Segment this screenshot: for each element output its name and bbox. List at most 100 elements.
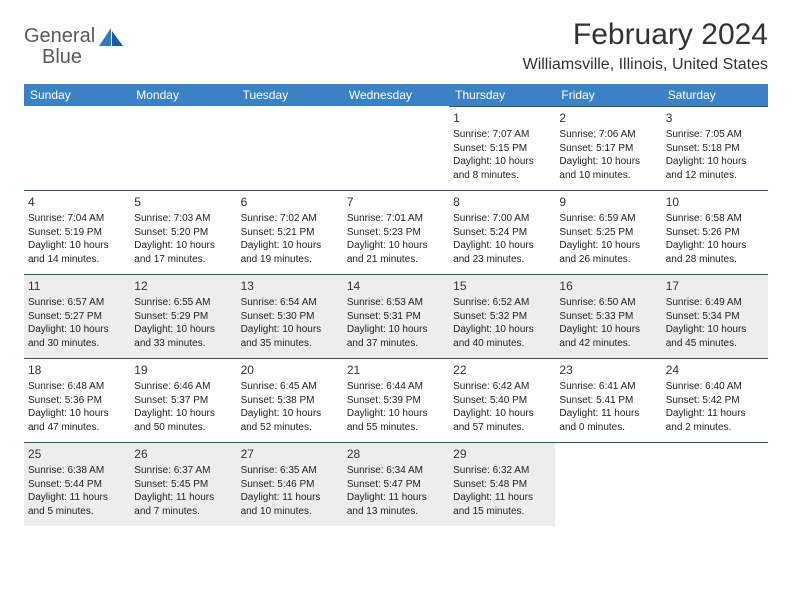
- sunset-line: Sunset: 5:34 PM: [666, 310, 764, 324]
- sunset-line: Sunset: 5:24 PM: [453, 226, 551, 240]
- daylight-line: Daylight: 10 hours and 12 minutes.: [666, 155, 764, 182]
- calendar-cell: [237, 106, 343, 190]
- day-header: Monday: [130, 84, 236, 106]
- day-number: 16: [559, 278, 657, 294]
- daylight-line: Daylight: 10 hours and 37 minutes.: [347, 323, 445, 350]
- sail-icon: [99, 28, 123, 46]
- daylight-line: Daylight: 10 hours and 40 minutes.: [453, 323, 551, 350]
- sunrise-line: Sunrise: 6:44 AM: [347, 380, 445, 394]
- logo-word1: General: [24, 25, 95, 47]
- daylight-line: Daylight: 10 hours and 33 minutes.: [134, 323, 232, 350]
- sunrise-line: Sunrise: 6:37 AM: [134, 464, 232, 478]
- daylight-line: Daylight: 10 hours and 17 minutes.: [134, 239, 232, 266]
- day-header: Tuesday: [237, 84, 343, 106]
- sunset-line: Sunset: 5:47 PM: [347, 478, 445, 492]
- day-number: 18: [28, 362, 126, 378]
- day-number: 19: [134, 362, 232, 378]
- day-number: 25: [28, 446, 126, 462]
- sunset-line: Sunset: 5:33 PM: [559, 310, 657, 324]
- day-number: 5: [134, 194, 232, 210]
- day-number: 27: [241, 446, 339, 462]
- sunset-line: Sunset: 5:40 PM: [453, 394, 551, 408]
- day-number: 15: [453, 278, 551, 294]
- day-number: 26: [134, 446, 232, 462]
- sunrise-line: Sunrise: 6:58 AM: [666, 212, 764, 226]
- sunset-line: Sunset: 5:30 PM: [241, 310, 339, 324]
- sunrise-line: Sunrise: 6:45 AM: [241, 380, 339, 394]
- sunrise-line: Sunrise: 6:57 AM: [28, 296, 126, 310]
- header: General Blue February 2024 Williamsville…: [24, 18, 768, 74]
- sunrise-line: Sunrise: 6:46 AM: [134, 380, 232, 394]
- sunset-line: Sunset: 5:45 PM: [134, 478, 232, 492]
- day-number: 11: [28, 278, 126, 294]
- calendar-cell: 15Sunrise: 6:52 AMSunset: 5:32 PMDayligh…: [449, 274, 555, 358]
- day-number: 29: [453, 446, 551, 462]
- calendar-cell: 14 Sunrise: 6:53 AMSunset: 5:31 PMDayligh…: [343, 274, 449, 358]
- day-header: Saturday: [662, 84, 768, 106]
- daylight-line: Daylight: 10 hours and 10 minutes.: [559, 155, 657, 182]
- sunrise-line: Sunrise: 7:04 AM: [28, 212, 126, 226]
- sunset-line: Sunset: 5:31 PM: [347, 310, 445, 324]
- calendar-cell: 22Sunrise: 6:42 AMSunset: 5:40 PMDayligh…: [449, 358, 555, 442]
- calendar-cell: 26Sunrise: 6:37 AMSunset: 5:45 PMDayligh…: [130, 442, 236, 526]
- sunset-line: Sunset: 5:21 PM: [241, 226, 339, 240]
- sunrise-line: Sunrise: 7:01 AM: [347, 212, 445, 226]
- daylight-line: Daylight: 11 hours and 15 minutes.: [453, 491, 551, 518]
- calendar-header-row: SundayMondayTuesdayWednesdayThursdayFrid…: [24, 84, 768, 106]
- sunset-line: Sunset: 5:36 PM: [28, 394, 126, 408]
- sunset-line: Sunset: 5:46 PM: [241, 478, 339, 492]
- logo-word2: Blue: [42, 46, 82, 68]
- daylight-line: Daylight: 10 hours and 14 minutes.: [28, 239, 126, 266]
- day-number: 6: [241, 194, 339, 210]
- sunrise-line: Sunrise: 7:07 AM: [453, 128, 551, 142]
- calendar-cell: 8Sunrise: 7:00 AMSunset: 5:24 PMDaylight…: [449, 190, 555, 274]
- daylight-line: Daylight: 11 hours and 13 minutes.: [347, 491, 445, 518]
- calendar-cell: 5Sunrise: 7:03 AMSunset: 5:20 PMDaylight…: [130, 190, 236, 274]
- sunset-line: Sunset: 5:39 PM: [347, 394, 445, 408]
- daylight-line: Daylight: 10 hours and 55 minutes.: [347, 407, 445, 434]
- sunset-line: Sunset: 5:48 PM: [453, 478, 551, 492]
- calendar-cell: 1Sunrise: 7:07 AMSunset: 5:15 PMDaylight…: [449, 106, 555, 190]
- daylight-line: Daylight: 10 hours and 57 minutes.: [453, 407, 551, 434]
- day-number: 24: [666, 362, 764, 378]
- daylight-line: Daylight: 11 hours and 2 minutes.: [666, 407, 764, 434]
- sunset-line: Sunset: 5:17 PM: [559, 142, 657, 156]
- sunset-line: Sunset: 5:23 PM: [347, 226, 445, 240]
- calendar-cell: 13Sunrise: 6:54 AMSunset: 5:30 PMDayligh…: [237, 274, 343, 358]
- calendar-cell: 20Sunrise: 6:45 AMSunset: 5:38 PMDayligh…: [237, 358, 343, 442]
- daylight-line: Daylight: 10 hours and 26 minutes.: [559, 239, 657, 266]
- calendar-cell: 19Sunrise: 6:46 AMSunset: 5:37 PMDayligh…: [130, 358, 236, 442]
- calendar: SundayMondayTuesdayWednesdayThursdayFrid…: [24, 84, 768, 526]
- sunset-line: Sunset: 5:29 PM: [134, 310, 232, 324]
- logo-text-wrap: General Blue: [24, 26, 95, 68]
- sunrise-line: Sunrise: 7:05 AM: [666, 128, 764, 142]
- day-number: 13: [241, 278, 339, 294]
- sunrise-line: Sunrise: 6:53 AM: [347, 296, 445, 310]
- calendar-cell: 24Sunrise: 6:40 AMSunset: 5:42 PMDayligh…: [662, 358, 768, 442]
- calendar-cell: 10Sunrise: 6:58 AMSunset: 5:26 PMDayligh…: [662, 190, 768, 274]
- day-number: 4: [28, 194, 126, 210]
- daylight-line: Daylight: 10 hours and 52 minutes.: [241, 407, 339, 434]
- sunrise-line: Sunrise: 7:00 AM: [453, 212, 551, 226]
- calendar-cell: 3Sunrise: 7:05 AMSunset: 5:18 PMDaylight…: [662, 106, 768, 190]
- day-number: 20: [241, 362, 339, 378]
- calendar-cell: 2Sunrise: 7:06 AMSunset: 5:17 PMDaylight…: [555, 106, 661, 190]
- day-number: 7: [347, 194, 445, 210]
- day-header: Friday: [555, 84, 661, 106]
- day-number: 17: [666, 278, 764, 294]
- day-number: 9: [559, 194, 657, 210]
- sunrise-line: Sunrise: 6:35 AM: [241, 464, 339, 478]
- calendar-cell: [343, 106, 449, 190]
- sunset-line: Sunset: 5:15 PM: [453, 142, 551, 156]
- day-number: 14: [347, 278, 445, 294]
- sunset-line: Sunset: 5:32 PM: [453, 310, 551, 324]
- sunrise-line: Sunrise: 6:32 AM: [453, 464, 551, 478]
- sunset-line: Sunset: 5:25 PM: [559, 226, 657, 240]
- day-number: 23: [559, 362, 657, 378]
- sunrise-line: Sunrise: 6:54 AM: [241, 296, 339, 310]
- day-number: 21: [347, 362, 445, 378]
- daylight-line: Daylight: 10 hours and 30 minutes.: [28, 323, 126, 350]
- calendar-cell: 11Sunrise: 6:57 AMSunset: 5:27 PMDayligh…: [24, 274, 130, 358]
- calendar-cell: 12Sunrise: 6:55 AMSunset: 5:29 PMDayligh…: [130, 274, 236, 358]
- daylight-line: Daylight: 11 hours and 10 minutes.: [241, 491, 339, 518]
